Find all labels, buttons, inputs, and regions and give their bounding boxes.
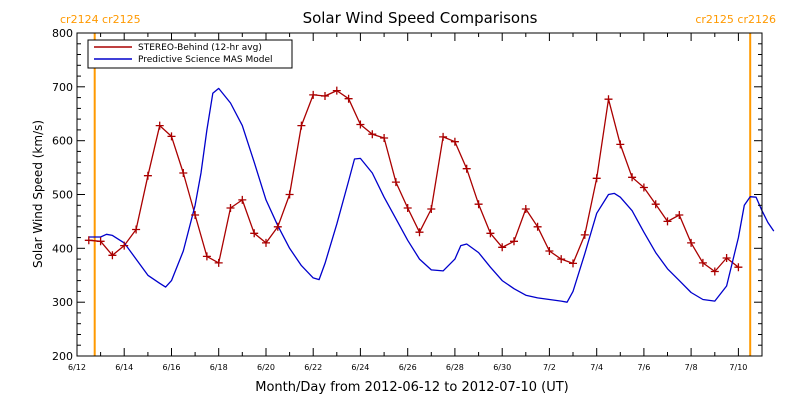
- data-point: [604, 95, 613, 104]
- data-point: [450, 137, 459, 146]
- series-point-markers: [84, 86, 743, 276]
- data-point: [687, 238, 696, 247]
- x-tick-label: 6/30: [493, 363, 511, 372]
- data-point: [191, 211, 200, 219]
- rotation-marker-label: cr2125 cr2126: [695, 13, 776, 26]
- data-point: [439, 132, 448, 141]
- data-point: [321, 92, 329, 100]
- data-point: [309, 90, 318, 99]
- x-axis-label: Month/Day from 2012-06-12 to 2012-07-10 …: [255, 380, 568, 395]
- x-tick-label: 6/20: [257, 363, 275, 372]
- data-point: [356, 120, 365, 129]
- data-point: [167, 132, 176, 141]
- data-point: [380, 134, 389, 142]
- y-tick-label: 300: [52, 296, 73, 309]
- data-point: [580, 230, 589, 239]
- y-tick-label: 800: [52, 27, 73, 40]
- data-point: [675, 211, 684, 219]
- data-point: [521, 205, 530, 213]
- data-point: [179, 169, 188, 177]
- data-point: [498, 243, 507, 252]
- data-point: [368, 130, 377, 139]
- data-point: [285, 190, 294, 199]
- data-point: [403, 204, 412, 212]
- x-tick-label: 6/28: [446, 363, 464, 372]
- data-point: [226, 204, 235, 212]
- data-point: [297, 121, 306, 130]
- x-tick-label: 6/18: [210, 363, 228, 372]
- data-point: [663, 217, 672, 226]
- chart-title: Solar Wind Speed Comparisons: [303, 9, 538, 27]
- data-point: [545, 247, 554, 255]
- data-point: [628, 173, 637, 182]
- y-tick-label: 500: [52, 189, 73, 202]
- data-point: [273, 222, 282, 231]
- legend-entry-label: Predictive Science MAS Model: [138, 55, 273, 65]
- x-tick-label: 6/16: [163, 363, 181, 372]
- stereo-behind-line: [88, 89, 739, 273]
- x-tick-label: 6/22: [304, 363, 322, 372]
- x-tick-label: 6/12: [68, 363, 86, 372]
- x-tick-label: 7/2: [543, 363, 556, 372]
- x-tick-label: 7/8: [685, 363, 698, 372]
- data-point: [143, 171, 152, 180]
- x-tick-label: 7/6: [637, 363, 650, 372]
- x-tick-label: 6/14: [115, 363, 133, 372]
- y-tick-label: 600: [52, 135, 73, 148]
- data-point: [616, 140, 625, 149]
- data-point: [569, 259, 577, 268]
- data-point: [510, 237, 518, 246]
- series-lines: [88, 87, 775, 303]
- data-point: [533, 222, 542, 231]
- data-point: [651, 200, 660, 209]
- data-point: [120, 241, 129, 250]
- data-point: [344, 94, 353, 103]
- x-tick-label: 7/4: [590, 363, 603, 372]
- data-point: [639, 183, 648, 192]
- data-point: [238, 195, 247, 204]
- data-point: [108, 251, 117, 260]
- legend-box: [87, 39, 293, 69]
- x-tick-label: 6/26: [399, 363, 417, 372]
- legend: STEREO-Behind (12-hr avg) Predictive Scie…: [87, 39, 293, 69]
- y-tick-label: 700: [52, 81, 73, 94]
- data-point: [710, 267, 719, 276]
- data-point: [391, 178, 400, 187]
- data-point: [462, 164, 471, 173]
- data-point: [132, 225, 141, 234]
- data-point: [202, 252, 211, 261]
- marker-lines: cr2124 cr2125 cr2125 cr2126: [60, 13, 776, 356]
- data-point: [474, 200, 483, 209]
- y-tick-label: 400: [52, 242, 73, 255]
- data-point: [155, 121, 164, 130]
- data-point: [427, 205, 436, 213]
- data-point: [96, 237, 105, 246]
- legend-entry-label: STEREO-Behind (12-hr avg): [138, 43, 262, 53]
- mas-model-line: [88, 87, 775, 303]
- data-point: [734, 263, 743, 272]
- data-point: [486, 229, 495, 238]
- x-tick-label: 7/10: [729, 363, 747, 372]
- y-axis-label: Solar Wind Speed (km/s): [31, 120, 45, 268]
- x-tick-label: 6/24: [351, 363, 369, 372]
- rotation-marker-label: cr2124 cr2125: [60, 13, 141, 26]
- data-point: [214, 258, 223, 267]
- data-point: [415, 228, 424, 237]
- data-point: [84, 236, 93, 245]
- data-point: [722, 254, 731, 262]
- data-point: [250, 229, 259, 238]
- data-point: [557, 255, 566, 264]
- data-point: [262, 238, 270, 247]
- y-tick-label: 200: [52, 350, 73, 363]
- axes: 200 300 400 500 600 700 800 6/12 6/14 6/16 6/18 6/2…: [52, 27, 763, 372]
- data-point: [592, 174, 601, 183]
- data-point: [698, 258, 707, 267]
- data-point: [332, 86, 341, 95]
